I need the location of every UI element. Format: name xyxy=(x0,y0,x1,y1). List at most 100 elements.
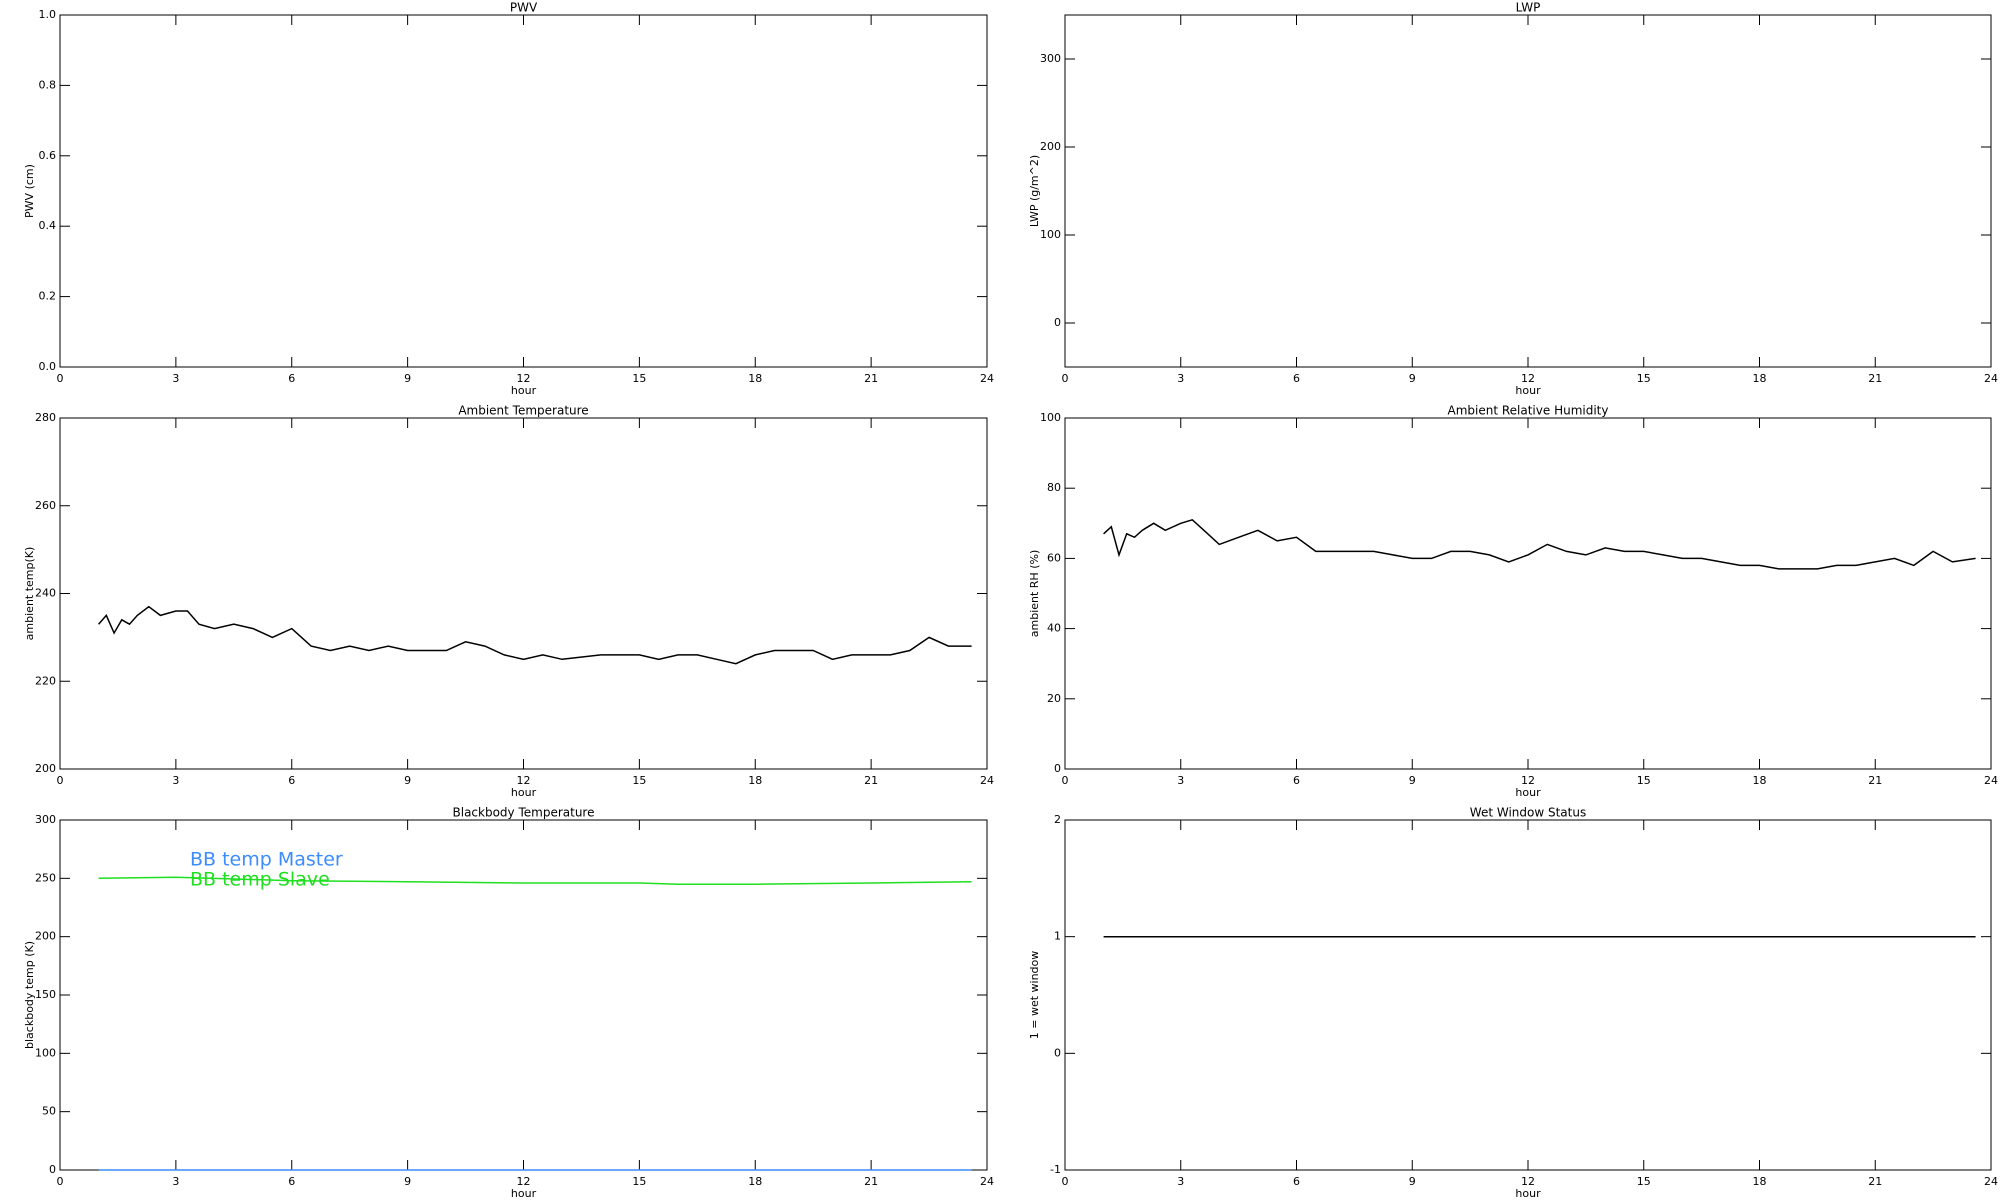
x-tick-label: 15 xyxy=(632,1175,646,1188)
x-tick-label: 9 xyxy=(1409,1175,1416,1188)
chart-title: Wet Window Status xyxy=(1470,806,1586,820)
y-tick-label: 0 xyxy=(49,1163,56,1176)
chart-panel: Wet Window Status hour 1 = wet window 0 3 6 9 1… xyxy=(1028,806,1998,1201)
x-tick-label: 12 xyxy=(517,372,531,385)
x-tick-label: 9 xyxy=(404,1175,411,1188)
plot-frame xyxy=(59,417,988,770)
x-tick-label: 0 xyxy=(1062,372,1069,385)
chart-title: LWP xyxy=(1516,1,1541,15)
x-tick-label: 9 xyxy=(404,774,411,787)
y-tick-label: 60 xyxy=(1047,551,1061,564)
y-tick-label: 40 xyxy=(1047,622,1061,635)
data-line xyxy=(98,876,972,885)
y-tick-label: 0.4 xyxy=(39,219,57,232)
y-tick-label: 260 xyxy=(35,499,56,512)
x-tick-label: 3 xyxy=(172,774,179,787)
x-tick-label: 21 xyxy=(864,774,878,787)
y-axis-label: LWP (g/m^2) xyxy=(1028,155,1041,227)
x-tick-label: 0 xyxy=(1062,774,1069,787)
x-tick-label: 12 xyxy=(517,774,531,787)
x-tick-label: 15 xyxy=(1637,774,1651,787)
plot-frame xyxy=(1064,819,1992,1171)
y-tick-label: -1 xyxy=(1050,1163,1061,1176)
x-tick-label: 3 xyxy=(172,372,179,385)
x-tick-label: 6 xyxy=(1293,774,1300,787)
x-tick-label: 15 xyxy=(632,774,646,787)
x-axis-label: hour xyxy=(1515,384,1541,397)
x-axis-label: hour xyxy=(1515,786,1541,799)
y-tick-label: 0.2 xyxy=(39,290,57,303)
y-tick-label: 50 xyxy=(42,1105,56,1118)
y-tick-label: 1.0 xyxy=(39,8,57,21)
plot-frame xyxy=(1064,14,1992,368)
y-tick-label: 300 xyxy=(35,813,56,826)
y-axis-label: ambient RH (%) xyxy=(1028,550,1041,638)
x-tick-label: 0 xyxy=(1062,1175,1069,1188)
y-tick-label: 0.6 xyxy=(39,149,57,162)
y-tick-label: 100 xyxy=(1040,411,1061,424)
data-line xyxy=(1103,518,1976,570)
y-tick-label: 0 xyxy=(1054,316,1061,329)
x-tick-label: 6 xyxy=(1293,372,1300,385)
y-tick-label: 250 xyxy=(35,871,56,884)
x-tick-label: 18 xyxy=(1753,372,1767,385)
chart-panel: Ambient Relative Humidity hour ambient RH … xyxy=(1028,404,1998,800)
legend-entry: BB temp Master xyxy=(190,849,343,871)
y-tick-label: 240 xyxy=(35,587,56,600)
chart-panel: LWP hour LWP (g/m^2) 0 3 6 9 12 15 18 21 24 0 100 200 3… xyxy=(1028,1,1998,398)
x-tick-label: 24 xyxy=(1984,774,1998,787)
y-tick-label: 100 xyxy=(35,1046,56,1059)
x-tick-label: 12 xyxy=(1521,774,1535,787)
x-tick-label: 3 xyxy=(1177,1175,1184,1188)
y-tick-label: 0 xyxy=(1054,762,1061,775)
chart-title: Ambient Temperature xyxy=(458,404,588,418)
x-tick-label: 3 xyxy=(172,1175,179,1188)
y-tick-label: 80 xyxy=(1047,481,1061,494)
y-axis-label: PWV (cm) xyxy=(23,164,36,218)
x-tick-label: 18 xyxy=(748,774,762,787)
y-tick-label: 100 xyxy=(1040,228,1061,241)
y-axis-label: ambient temp(K) xyxy=(23,547,36,641)
x-tick-label: 3 xyxy=(1177,372,1184,385)
y-tick-label: 150 xyxy=(35,988,56,1001)
chart-title: Ambient Relative Humidity xyxy=(1448,404,1609,418)
x-tick-label: 6 xyxy=(288,1175,295,1188)
x-tick-label: 6 xyxy=(288,774,295,787)
x-tick-label: 21 xyxy=(864,372,878,385)
x-tick-label: 9 xyxy=(1409,372,1416,385)
chart-title: Blackbody Temperature xyxy=(453,806,595,820)
x-axis-label: hour xyxy=(511,1187,537,1200)
x-tick-label: 12 xyxy=(1521,1175,1535,1188)
x-axis-label: hour xyxy=(511,384,537,397)
y-tick-label: 2 xyxy=(1054,813,1061,826)
x-tick-label: 24 xyxy=(980,774,994,787)
x-tick-label: 21 xyxy=(1868,372,1882,385)
y-tick-label: 220 xyxy=(35,674,56,687)
x-tick-label: 21 xyxy=(1868,1175,1882,1188)
x-tick-label: 15 xyxy=(1637,1175,1651,1188)
legend-entry: BB temp Slave xyxy=(190,869,330,891)
chart-panel: PWV hour PWV (cm) 0 3 6 9 12 15 18 21 24 0.0 0.2 0.4 0.… xyxy=(23,1,994,398)
chart-panel: Ambient Temperature hour ambient temp(K) 0 3… xyxy=(23,404,994,800)
x-tick-label: 18 xyxy=(748,1175,762,1188)
x-tick-label: 9 xyxy=(1409,774,1416,787)
plot-frame xyxy=(1064,417,1992,770)
y-tick-label: 0 xyxy=(1054,1046,1061,1059)
x-tick-label: 6 xyxy=(1293,1175,1300,1188)
x-tick-label: 21 xyxy=(1868,774,1882,787)
y-tick-label: 200 xyxy=(35,930,56,943)
plot-frame xyxy=(59,14,988,368)
y-tick-label: 20 xyxy=(1047,692,1061,705)
y-tick-label: 200 xyxy=(1040,140,1061,153)
x-tick-label: 15 xyxy=(632,372,646,385)
data-line xyxy=(98,605,972,665)
y-tick-label: 1 xyxy=(1054,930,1061,943)
y-tick-label: 200 xyxy=(35,762,56,775)
y-axis-label: 1 = wet window xyxy=(1028,951,1041,1040)
x-tick-label: 24 xyxy=(980,372,994,385)
x-tick-label: 12 xyxy=(1521,372,1535,385)
x-tick-label: 3 xyxy=(1177,774,1184,787)
x-axis-label: hour xyxy=(1515,1187,1541,1200)
chart-panel: Blackbody Temperature hour blackbody temp … xyxy=(23,806,994,1201)
